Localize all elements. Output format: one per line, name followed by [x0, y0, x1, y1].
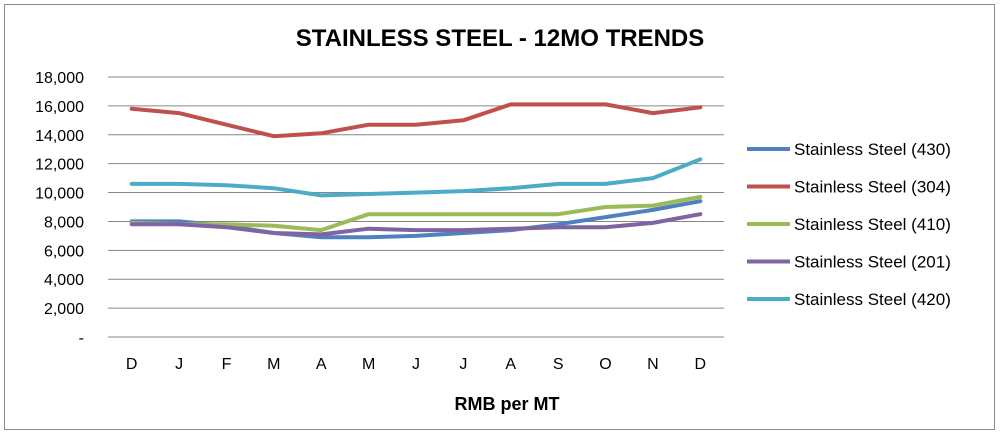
x-tick-label: S — [553, 356, 564, 373]
x-tick-label: J — [459, 356, 467, 373]
series-lines — [129, 102, 703, 240]
y-tick-label: - — [79, 330, 84, 347]
chart-frame — [4, 4, 995, 430]
gridlines — [108, 76, 724, 309]
x-tick-label: J — [412, 356, 420, 373]
x-tick-label: A — [316, 356, 327, 373]
y-tick-label: 8,000 — [44, 214, 84, 231]
x-tick-label: D — [126, 356, 138, 373]
x-tick-label: A — [505, 356, 516, 373]
series-line-2 — [129, 102, 703, 139]
legend-label: Stainless Steel (201) — [794, 253, 951, 272]
x-tick-label: N — [647, 356, 659, 373]
y-tick-label: 2,000 — [44, 301, 84, 318]
legend-label: Stainless Steel (420) — [794, 290, 951, 309]
y-tick-label: 10,000 — [35, 186, 84, 203]
x-tick-label: J — [175, 356, 183, 373]
chart-title: STAINLESS STEEL - 12MO TRENDS — [296, 25, 705, 52]
x-tick-label: M — [362, 356, 375, 373]
series-line-3 — [129, 194, 703, 233]
x-tick-label: M — [267, 356, 280, 373]
y-tick-label: 18,000 — [35, 70, 84, 87]
legend-label: Stainless Steel (304) — [794, 178, 951, 197]
legend-label: Stainless Steel (410) — [794, 215, 951, 234]
x-tick-label: D — [695, 356, 707, 373]
x-axis-label: RMB per MT — [455, 394, 560, 414]
x-tick-label: O — [599, 356, 611, 373]
y-tick-label: 16,000 — [35, 99, 84, 116]
y-tick-label: 6,000 — [44, 243, 84, 260]
y-axis-ticks: - 2,000 4,000 6,000 8,000 10,000 12,000 14,000 1… — [35, 70, 84, 347]
legend: Stainless Steel (430) Stainless Steel (30… — [747, 140, 951, 309]
series-line-5 — [129, 157, 703, 198]
y-tick-label: 14,000 — [35, 128, 84, 145]
y-tick-label: 12,000 — [35, 157, 84, 174]
series-line-4 — [129, 212, 703, 237]
legend-label: Stainless Steel (430) — [794, 140, 951, 159]
y-tick-label: 4,000 — [44, 272, 84, 289]
x-tick-label: F — [222, 356, 232, 373]
